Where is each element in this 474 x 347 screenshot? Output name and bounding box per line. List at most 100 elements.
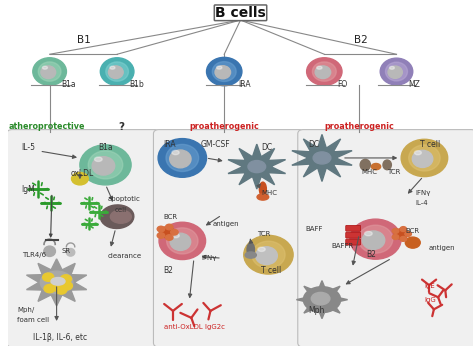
- Circle shape: [43, 273, 54, 281]
- Text: BCR: BCR: [406, 228, 420, 234]
- Ellipse shape: [257, 194, 269, 200]
- Ellipse shape: [92, 156, 115, 175]
- Text: Mph: Mph: [308, 305, 324, 314]
- Text: MHC: MHC: [262, 189, 277, 195]
- Ellipse shape: [401, 139, 448, 177]
- Text: T cell: T cell: [262, 266, 282, 275]
- Text: BAFF: BAFF: [306, 226, 323, 232]
- Ellipse shape: [414, 151, 421, 155]
- Ellipse shape: [106, 62, 128, 81]
- Text: TCR: TCR: [387, 169, 401, 175]
- Text: GM-CSF: GM-CSF: [201, 139, 230, 149]
- Ellipse shape: [110, 210, 131, 223]
- Polygon shape: [292, 134, 352, 181]
- Text: foam cell: foam cell: [17, 318, 49, 323]
- Circle shape: [171, 229, 178, 235]
- Ellipse shape: [390, 66, 394, 69]
- Text: IL-1β, IL-6, etc: IL-1β, IL-6, etc: [33, 333, 87, 342]
- Ellipse shape: [242, 156, 272, 177]
- Ellipse shape: [109, 66, 123, 78]
- Circle shape: [392, 229, 399, 233]
- Text: T cell: T cell: [420, 139, 440, 149]
- Ellipse shape: [173, 234, 179, 238]
- Circle shape: [400, 227, 407, 231]
- Text: Mph/: Mph/: [17, 307, 34, 313]
- Ellipse shape: [388, 66, 402, 78]
- Circle shape: [405, 231, 411, 236]
- Text: IL-4: IL-4: [415, 200, 428, 206]
- Text: cell: cell: [115, 207, 127, 213]
- Text: B1a: B1a: [99, 143, 113, 152]
- Ellipse shape: [244, 235, 293, 274]
- Ellipse shape: [312, 62, 336, 81]
- Ellipse shape: [311, 293, 330, 305]
- Ellipse shape: [42, 66, 47, 69]
- Ellipse shape: [360, 159, 370, 170]
- Text: B2: B2: [164, 266, 173, 275]
- FancyBboxPatch shape: [154, 130, 304, 347]
- Circle shape: [44, 285, 55, 293]
- Ellipse shape: [100, 58, 134, 85]
- Ellipse shape: [66, 248, 75, 256]
- Ellipse shape: [371, 163, 381, 170]
- Circle shape: [165, 235, 173, 240]
- Text: ?: ?: [119, 122, 125, 132]
- Ellipse shape: [315, 66, 331, 78]
- Text: DC: DC: [308, 139, 319, 149]
- Circle shape: [157, 226, 164, 232]
- Ellipse shape: [88, 151, 123, 179]
- Circle shape: [61, 282, 73, 290]
- Circle shape: [392, 235, 399, 239]
- Text: atheroprotective: atheroprotective: [9, 122, 85, 132]
- Ellipse shape: [248, 161, 265, 173]
- Ellipse shape: [212, 62, 236, 82]
- Ellipse shape: [252, 241, 285, 268]
- Text: B1b: B1b: [130, 80, 145, 89]
- Ellipse shape: [172, 150, 179, 155]
- Ellipse shape: [41, 66, 55, 78]
- Text: MZ: MZ: [408, 80, 420, 89]
- Ellipse shape: [166, 228, 198, 254]
- Text: BAFFR: BAFFR: [331, 243, 354, 249]
- Text: IFNγ: IFNγ: [201, 255, 216, 261]
- Text: BCR: BCR: [164, 214, 178, 220]
- Text: IgG: IgG: [424, 297, 436, 303]
- Text: oxLDL: oxLDL: [71, 169, 94, 178]
- Ellipse shape: [51, 278, 65, 285]
- Text: IRA: IRA: [164, 139, 176, 149]
- Ellipse shape: [358, 225, 393, 253]
- FancyBboxPatch shape: [346, 232, 361, 238]
- Text: IgM: IgM: [22, 185, 36, 194]
- Ellipse shape: [207, 57, 242, 86]
- Text: SR: SR: [61, 248, 70, 254]
- Ellipse shape: [80, 145, 131, 185]
- Text: MHC: MHC: [362, 169, 378, 175]
- Text: B1a: B1a: [61, 80, 76, 89]
- Text: antigen: antigen: [429, 245, 456, 251]
- Text: FO: FO: [337, 80, 347, 89]
- Ellipse shape: [217, 66, 222, 69]
- Text: B2: B2: [354, 35, 367, 45]
- Ellipse shape: [350, 219, 401, 259]
- Ellipse shape: [38, 62, 61, 81]
- Ellipse shape: [247, 243, 255, 256]
- Circle shape: [165, 224, 173, 230]
- Text: B1: B1: [76, 35, 90, 45]
- Polygon shape: [296, 281, 347, 319]
- Ellipse shape: [100, 205, 134, 229]
- Ellipse shape: [159, 222, 206, 260]
- Ellipse shape: [44, 246, 55, 256]
- Ellipse shape: [110, 66, 115, 69]
- Circle shape: [60, 275, 72, 283]
- Ellipse shape: [412, 150, 433, 168]
- Text: IRA: IRA: [238, 80, 251, 89]
- Ellipse shape: [380, 58, 413, 85]
- Text: DC: DC: [262, 143, 273, 152]
- Text: proatherogenic: proatherogenic: [324, 122, 394, 132]
- Text: proatherogenic: proatherogenic: [189, 122, 259, 132]
- Text: IL-5: IL-5: [22, 143, 36, 152]
- Ellipse shape: [166, 144, 199, 171]
- Circle shape: [400, 237, 407, 241]
- Ellipse shape: [385, 62, 408, 81]
- Circle shape: [157, 233, 164, 238]
